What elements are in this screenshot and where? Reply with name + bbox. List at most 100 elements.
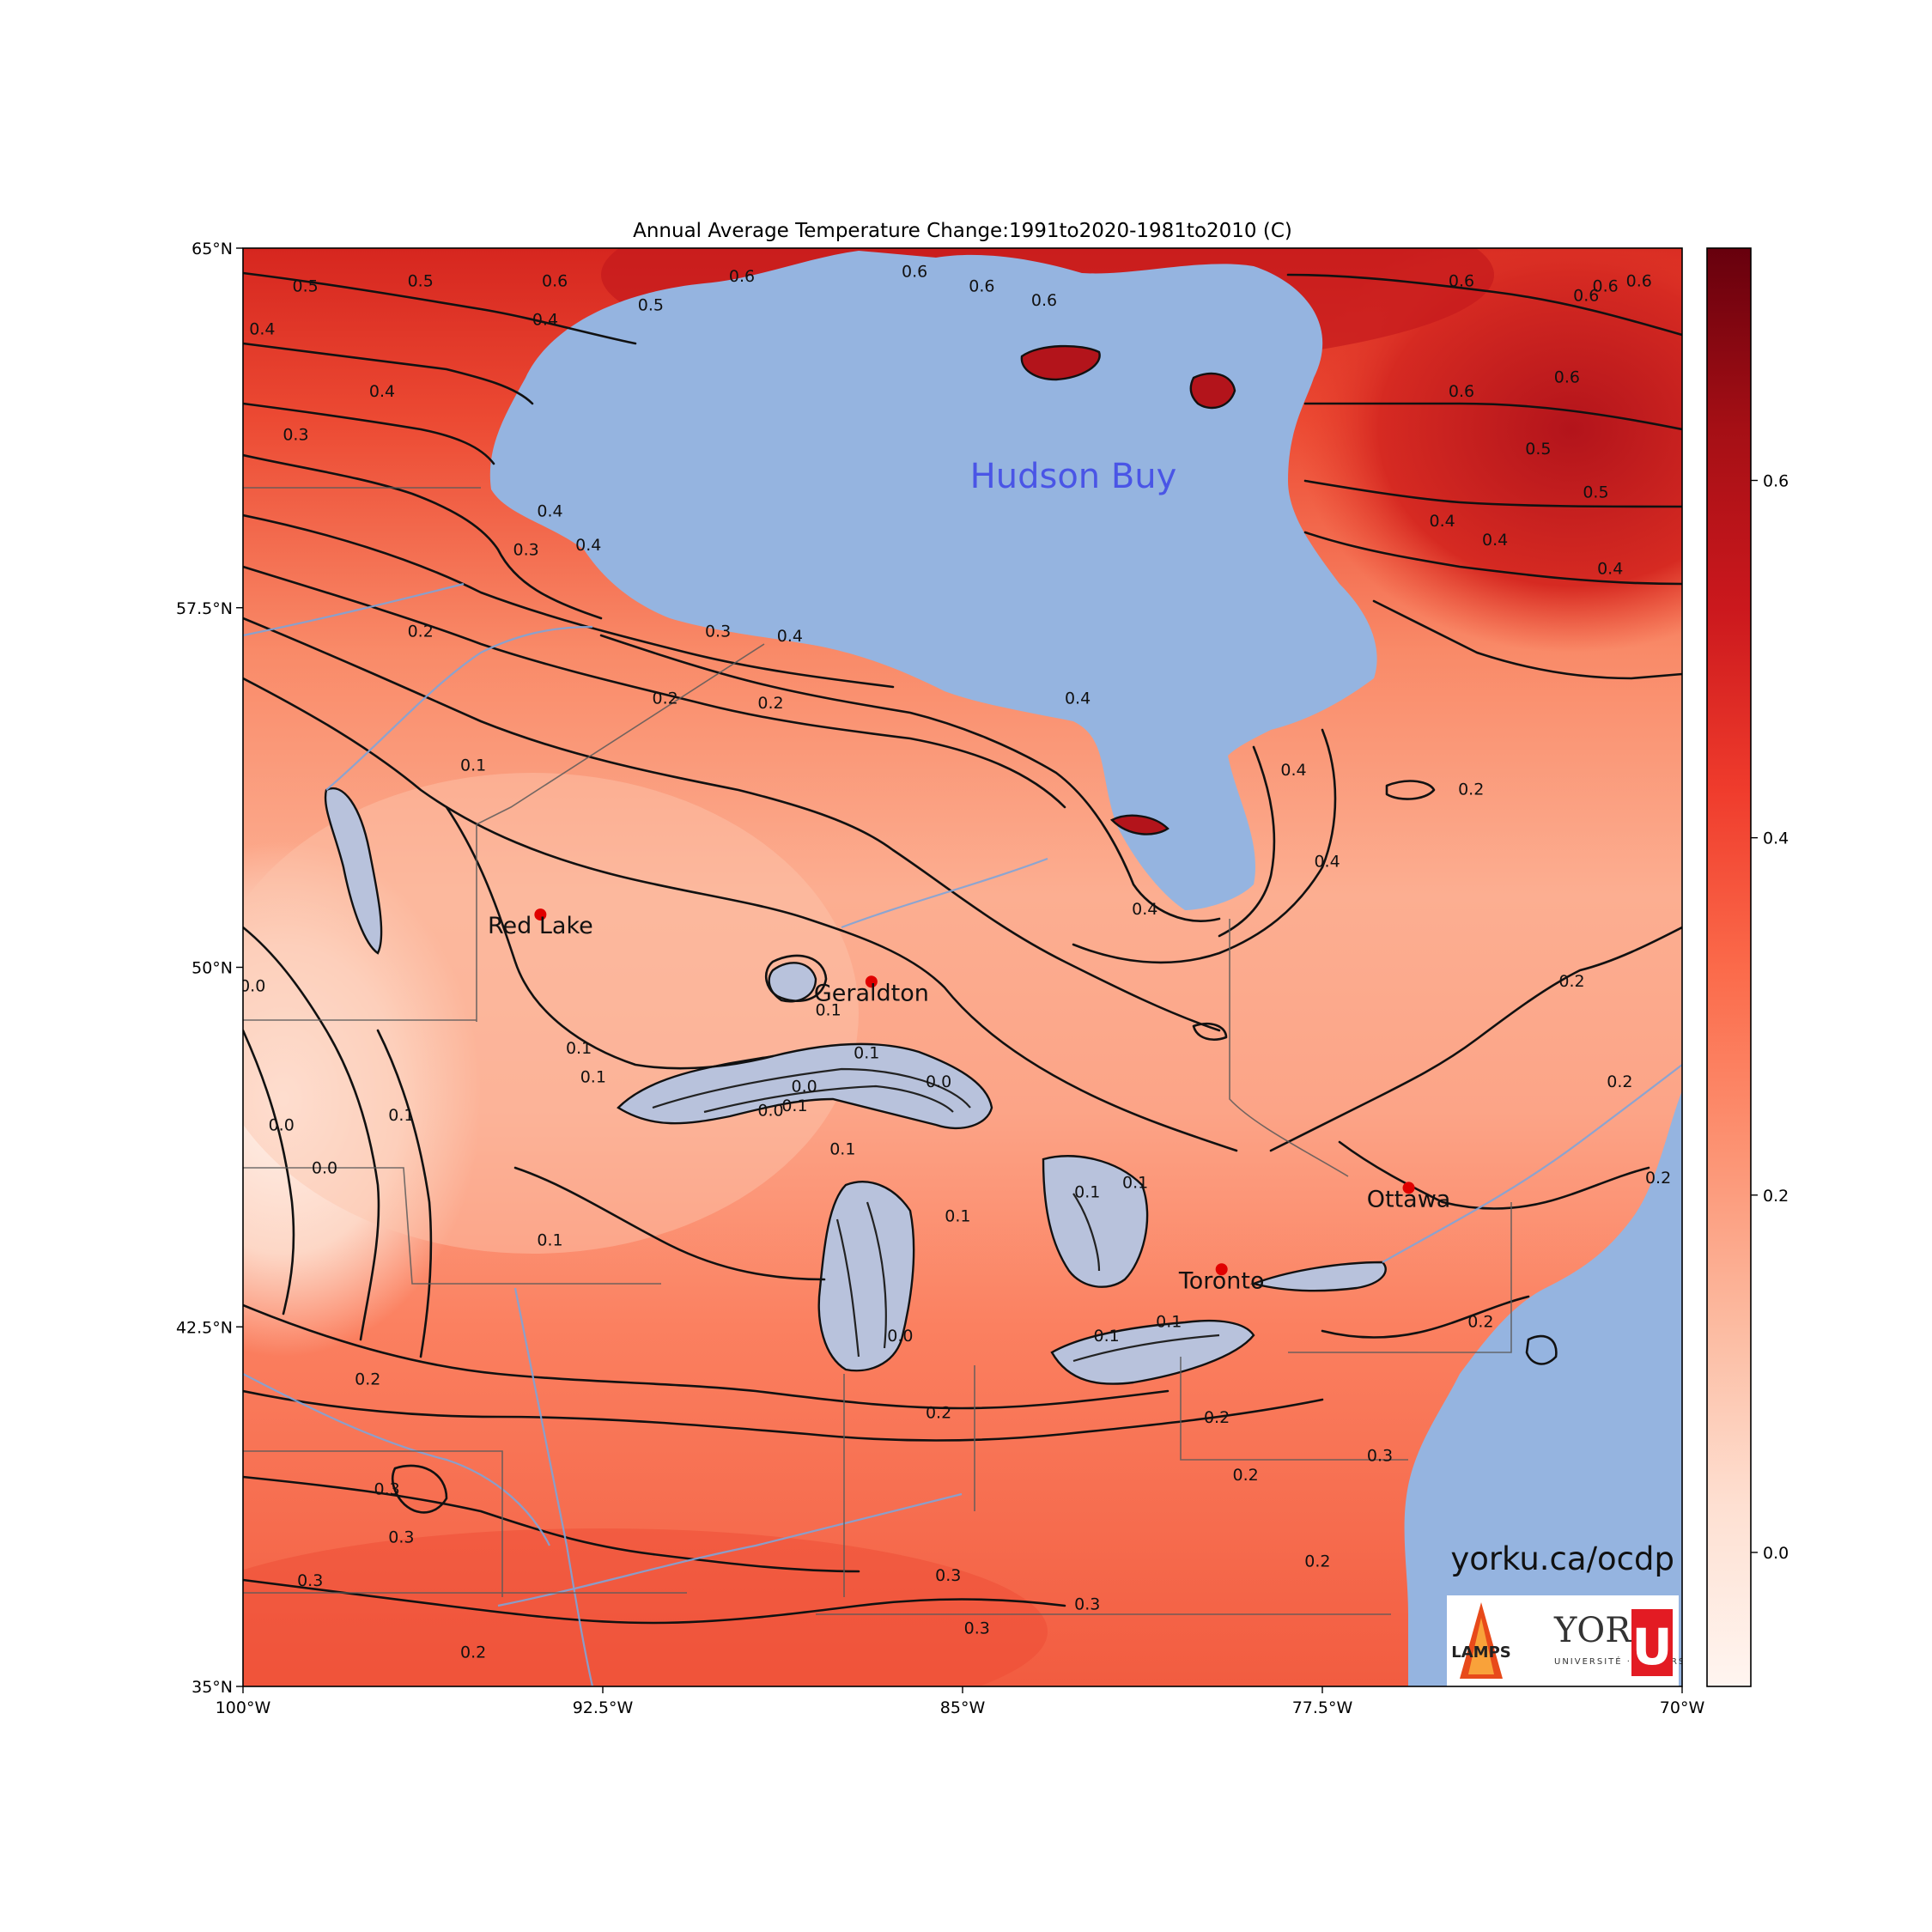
contour-label: 0.2 [1304, 1552, 1330, 1571]
boundary-manitoba-ontario [476, 643, 765, 1022]
map-area: 0.5 0.5 0.6 0.5 0.4 0.4 0.6 0.4 0.3 0.4 0.4 0.3 0.2 0… [243, 248, 1682, 1686]
contour-label: 0.1 [945, 1206, 970, 1225]
contour-0.3b [243, 513, 895, 689]
contour-label: 0.2 [408, 622, 434, 641]
contour-label: 0.3 [935, 1566, 961, 1585]
contour-label: 0.4 [777, 627, 803, 646]
contour-label: 0.2 [1607, 1072, 1632, 1091]
island-akimiski [1109, 814, 1170, 835]
contour-label: 0.1 [829, 1139, 855, 1158]
atlantic-ocean [1404, 1091, 1682, 1686]
superior-inner-2 [703, 1084, 954, 1114]
lake-nipigon [768, 962, 817, 1003]
lake-ontario [1249, 1261, 1387, 1292]
x-tick-label: 92.5°W [573, 1698, 634, 1717]
contour-0.6-north-east [1286, 273, 1682, 337]
superior-inner-1 [652, 1067, 971, 1109]
contour-0.2b [243, 617, 1221, 1032]
contour-0.2-east [1269, 926, 1682, 1152]
river-stlawrence [1382, 1064, 1682, 1263]
contour-label: 0.2 [757, 694, 783, 713]
contour-label: 0.3 [1074, 1595, 1100, 1614]
chart-title: Annual Average Temperature Change:1991to… [633, 220, 1292, 242]
cool-anomaly-region-2 [243, 773, 859, 1254]
contour-0.3-south2 [243, 1578, 1066, 1625]
contour-label: 0.5 [293, 276, 319, 295]
colorbar-tick-label: 0.2 [1763, 1187, 1789, 1206]
city-label: Geraldton [814, 980, 929, 1006]
contour-0.1 [243, 677, 1238, 1152]
city-label: Ottawa [1367, 1186, 1451, 1212]
contour-label: 0.6 [729, 267, 755, 286]
contour-label: 0.2 [926, 1403, 951, 1422]
contour-0.1b [445, 805, 775, 1070]
contour-0.4-bay-south [599, 634, 1221, 922]
y-tick-label: 35°N [191, 1678, 233, 1697]
contour-0.5-northeast [1303, 479, 1682, 508]
city-dot [534, 908, 547, 921]
contour-0.4-east [1218, 745, 1276, 938]
contour-0.4-west [243, 402, 495, 465]
island-2 [1189, 372, 1236, 410]
contour-label: 0.6 [969, 276, 994, 295]
lamps-triangle-inner-icon [1468, 1618, 1494, 1674]
contour-0.2-south [243, 1303, 1170, 1410]
colorbar-tick-label: 0.4 [1763, 829, 1789, 848]
contour-label: 0.0 [312, 1159, 337, 1178]
city-dot [1215, 1263, 1228, 1276]
city-dot [1402, 1182, 1415, 1194]
x-tick-label: 100°W [216, 1698, 271, 1717]
contour-label: 0.6 [1626, 272, 1652, 291]
contour-label: 0.3 [283, 425, 308, 444]
contour-label: 0.4 [1065, 689, 1091, 708]
contour-label: 0.3 [513, 540, 539, 559]
contour-label: 0.0 [269, 1115, 295, 1134]
boundary-us-states-6 [1180, 1357, 1408, 1461]
contour-label: 0.3 [297, 1571, 323, 1590]
warm-anomaly-south [243, 1528, 1048, 1686]
island-1 [1020, 344, 1101, 381]
contour-label: 0.1 [580, 1068, 606, 1087]
contour-label: 0.1 [1122, 1173, 1148, 1192]
york-logo: YORK UNIVERSITÉ · UNIVERSITY U [1553, 1609, 1682, 1676]
erie-inner [1072, 1334, 1220, 1363]
contour-label: 0.1 [1093, 1327, 1119, 1346]
contour-lines [243, 271, 1682, 1625]
contour-label: 0.2 [1458, 781, 1484, 799]
rivers [243, 582, 1682, 1686]
colorbar: 0.0 0.2 0.4 0.6 [1706, 247, 1789, 1687]
contour-label: 0.6 [542, 272, 568, 291]
contour-label: 0.2 [1558, 972, 1584, 991]
cool-anomaly-region [243, 841, 481, 1357]
contour-loop-1 [765, 954, 828, 1002]
contour-label: 0.6 [1449, 382, 1474, 401]
contour-loop-2 [1385, 780, 1436, 800]
contour-label: 0.5 [1583, 483, 1608, 501]
contour-label: 0.1 [1156, 1312, 1182, 1331]
warm-anomaly-northeast [1297, 248, 1682, 653]
boundary-us-states-1 [243, 1167, 661, 1285]
contour-label: 0.4 [1597, 560, 1623, 579]
contour-label: 0.5 [1525, 440, 1551, 459]
contour-label: 0.0 [887, 1327, 913, 1346]
colorbar-fill [1706, 247, 1752, 1687]
contour-label: 0.1 [388, 1106, 414, 1125]
contour-loop-4 [391, 1464, 448, 1514]
york-mark: U [1631, 1618, 1672, 1676]
contour-0.2-southeast2 [1321, 1295, 1530, 1339]
contour-0.3-south [243, 1475, 860, 1573]
contour-label: 0.4 [249, 320, 275, 339]
contour-0.6-northeast [1303, 402, 1682, 431]
contour-label: 0.1 [781, 1097, 807, 1115]
city-dot [865, 975, 878, 988]
contour-label: 0.3 [388, 1528, 414, 1547]
y-tick-label: 42.5°N [176, 1318, 233, 1337]
contour-loop-5 [1525, 1334, 1558, 1365]
x-axis-ticks: 100°W 92.5°W 85°W 77.5°W 70°W [216, 1686, 1704, 1717]
contour-label: 0.1 [537, 1230, 562, 1249]
y-tick-label: 65°N [191, 240, 233, 258]
lake-contours [652, 1067, 1220, 1363]
contour-label: 0.4 [1132, 900, 1157, 919]
contour-label: 0.6 [1593, 276, 1619, 295]
contour-label: 0.2 [1467, 1312, 1493, 1331]
